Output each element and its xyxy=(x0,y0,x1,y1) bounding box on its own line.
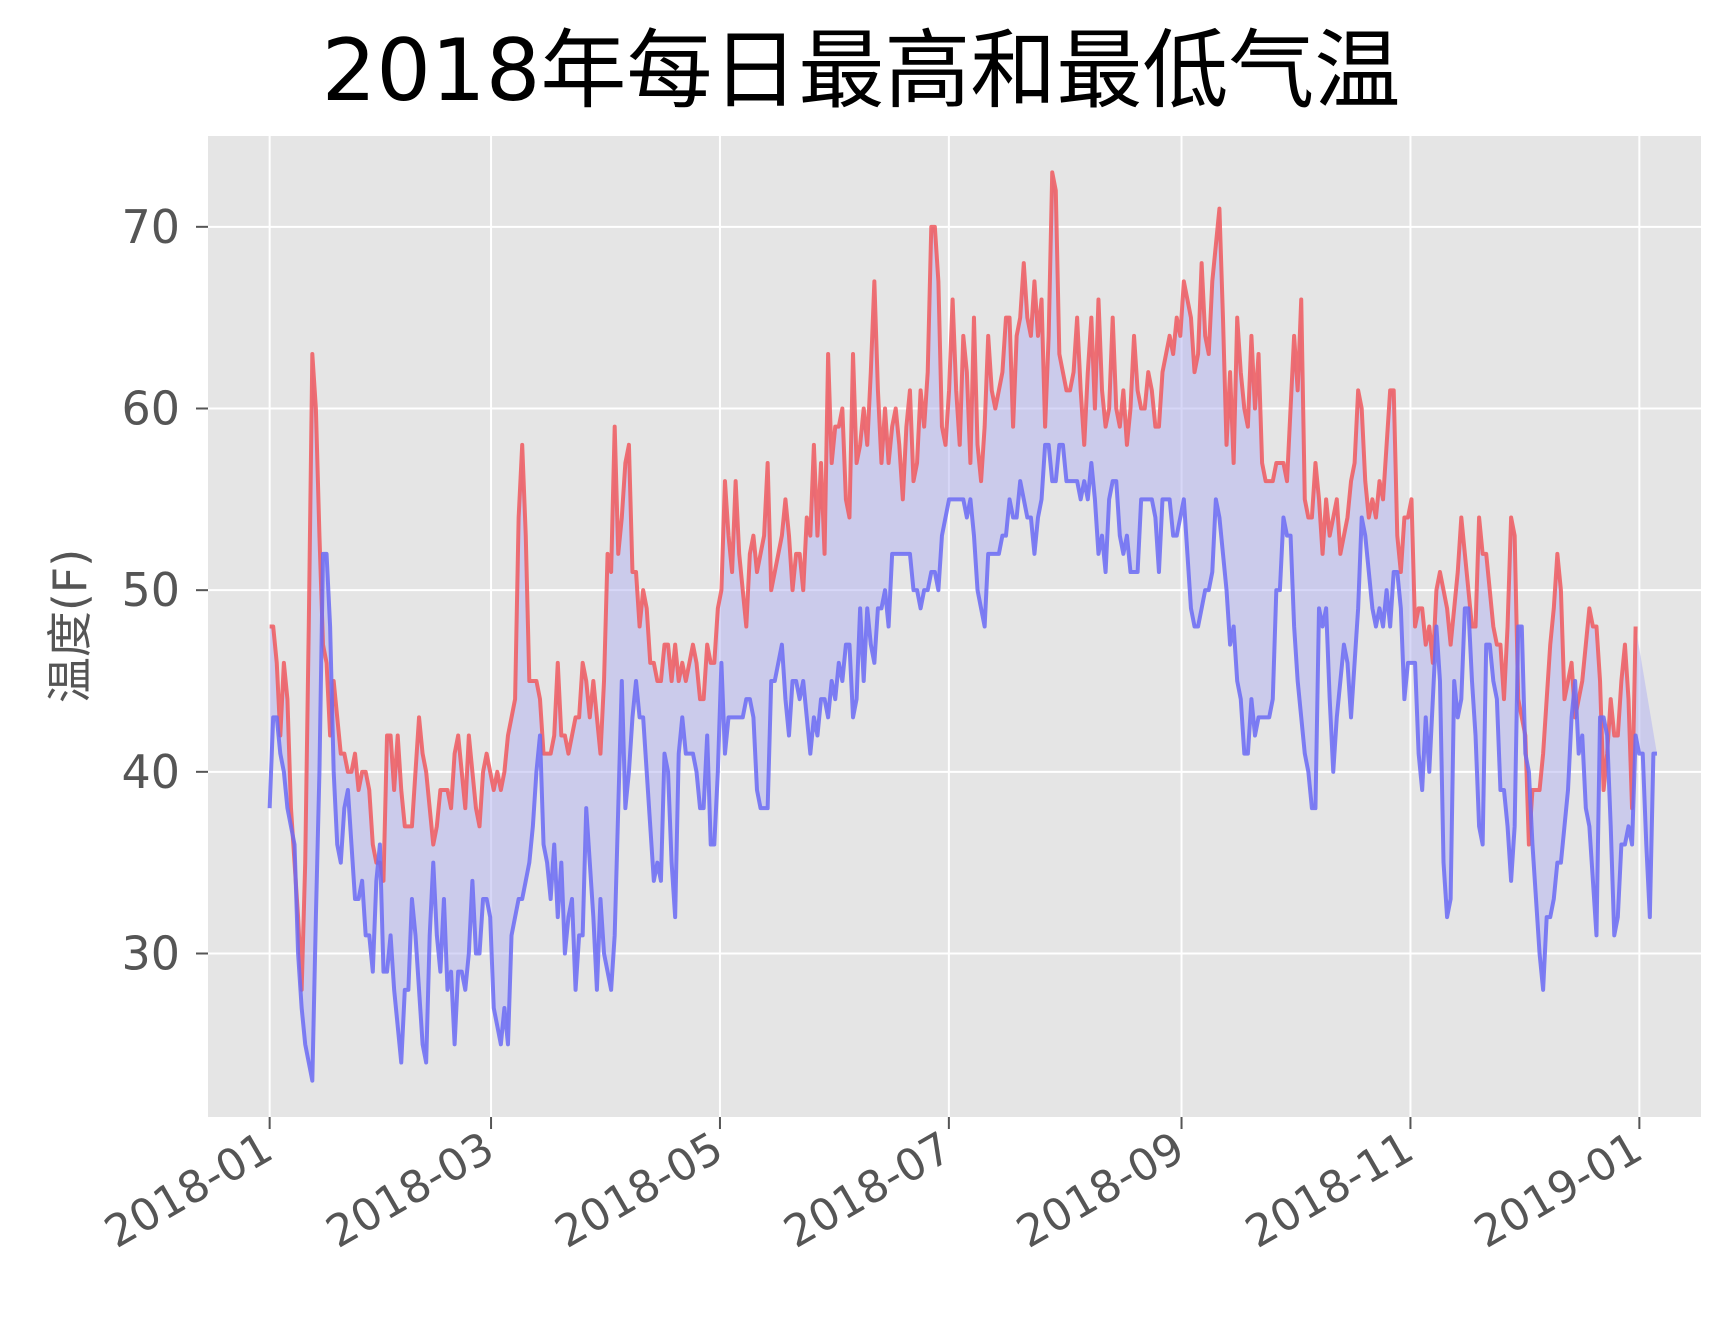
y-tick-label: 70 xyxy=(121,200,180,254)
chart-title: 2018年每日最高和最低气温 xyxy=(321,21,1401,121)
y-tick-label: 40 xyxy=(121,745,180,799)
y-tick-label: 50 xyxy=(121,563,180,617)
x-axis-ticks: 2018-01 2018-03 2018-05 2018-07 2018-09 2018-… xyxy=(96,1117,1651,1258)
y-axis-label: 温度(F) xyxy=(43,549,97,703)
x-tick-label: 2018-09 xyxy=(1008,1122,1193,1258)
y-tick-label: 30 xyxy=(121,927,180,981)
x-tick-label: 2019-01 xyxy=(1466,1122,1651,1258)
low-temperature-line xyxy=(267,442,1657,1083)
y-axis-ticks: 30 40 50 60 70 xyxy=(121,200,208,981)
y-tick-label: 60 xyxy=(121,382,180,436)
x-tick-label: 2018-03 xyxy=(318,1122,503,1258)
x-tick-label: 2018-07 xyxy=(776,1122,961,1258)
high-temperature-line xyxy=(269,170,1638,992)
x-tick-label: 2018-05 xyxy=(547,1122,732,1258)
x-tick-label: 2018-11 xyxy=(1237,1122,1422,1258)
x-tick-label: 2018-01 xyxy=(96,1122,281,1258)
